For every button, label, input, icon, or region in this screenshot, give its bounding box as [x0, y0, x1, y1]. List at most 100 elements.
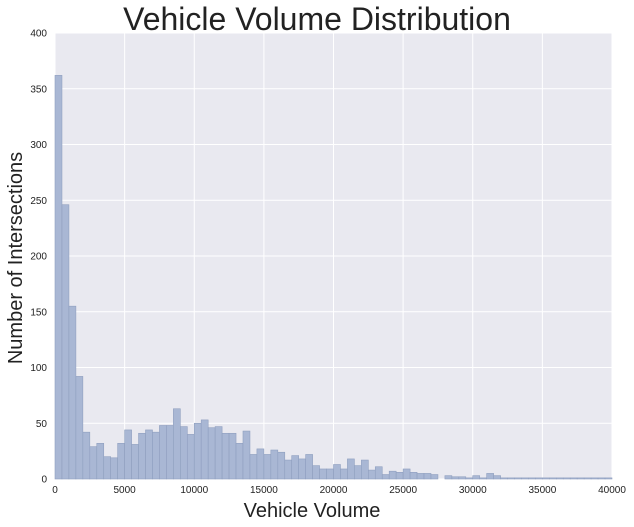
histogram-bar	[61, 204, 70, 480]
histogram-bar	[500, 477, 508, 480]
histogram-bar	[200, 419, 209, 480]
histogram-bar	[576, 477, 585, 480]
histogram-bar	[193, 422, 202, 480]
x-tick-label: 25000	[389, 485, 417, 496]
histogram-bar	[256, 448, 265, 480]
histogram-bar	[521, 477, 529, 480]
x-tick-label: 40000	[598, 485, 626, 496]
histogram-bar	[374, 466, 383, 480]
histogram-bar	[131, 444, 139, 480]
histogram-bar	[395, 472, 404, 480]
x-tick-label: 15000	[250, 485, 278, 496]
histogram-bar	[103, 456, 112, 480]
histogram-bar	[444, 475, 453, 480]
histogram-bar	[604, 477, 613, 480]
y-axis-ticks: 0 50 100 150 200 250 300 350 400	[30, 29, 47, 486]
histogram-bar	[124, 429, 132, 480]
histogram-bar	[152, 431, 160, 480]
x-tick-label: 0	[52, 485, 58, 496]
histogram-bar	[145, 429, 153, 480]
histogram-bar	[423, 473, 432, 480]
histogram-bar	[291, 455, 299, 480]
y-tick-label: 200	[30, 252, 47, 263]
histogram-bars	[54, 75, 613, 480]
histogram-bar	[493, 475, 501, 480]
x-tick-label: 35000	[528, 485, 556, 496]
histogram-bar	[117, 443, 125, 480]
histogram-bar	[166, 425, 174, 480]
y-tick-label: 150	[30, 307, 47, 318]
y-tick-label: 400	[30, 29, 47, 40]
histogram-bar	[409, 472, 418, 480]
histogram-bar	[270, 449, 279, 480]
histogram-bar	[535, 477, 543, 480]
histogram-bar	[305, 454, 313, 480]
x-tick-label: 20000	[320, 485, 348, 496]
histogram-bar	[402, 468, 411, 480]
histogram-bar	[235, 443, 244, 480]
x-axis-ticks: 0 5000 10000 15000 20000 25000 30000 35000 40000	[52, 485, 626, 496]
histogram-bar	[514, 477, 522, 480]
x-tick-label: 30000	[459, 485, 487, 496]
histogram-bar	[368, 469, 376, 480]
histogram-bar	[451, 476, 460, 480]
histogram-bar	[569, 477, 578, 480]
histogram-bar	[472, 475, 481, 480]
histogram-bar	[528, 477, 536, 480]
histogram-bar	[186, 434, 195, 480]
histogram-bar	[361, 459, 369, 480]
histogram-bar	[381, 474, 390, 480]
histogram-bar	[549, 477, 557, 480]
x-axis-label: Vehicle Volume	[244, 500, 381, 522]
histogram-bar	[138, 432, 146, 480]
y-axis-label: Number of Intersections	[5, 152, 27, 364]
histogram-bar	[228, 432, 237, 480]
histogram-bar	[173, 408, 181, 480]
histogram-bar	[284, 459, 293, 480]
histogram-bar	[96, 443, 105, 480]
histogram-bar	[207, 427, 216, 480]
histogram-bar	[180, 426, 188, 480]
histogram-bar	[555, 477, 564, 480]
histogram-bar	[416, 473, 425, 480]
histogram-bar	[354, 465, 362, 480]
histogram-bar	[249, 454, 258, 480]
histogram-bar	[298, 458, 306, 480]
y-tick-label: 100	[30, 363, 47, 374]
histogram-bar	[214, 426, 223, 480]
x-tick-label: 5000	[114, 485, 137, 496]
histogram-bar	[590, 477, 599, 480]
histogram-bar	[326, 468, 334, 480]
histogram-bar	[583, 477, 592, 480]
histogram-bar	[465, 477, 474, 480]
histogram-bar	[347, 458, 355, 480]
histogram-bar	[89, 446, 98, 480]
chart-title: Vehicle Volume Distribution	[123, 1, 511, 37]
histogram-bar	[159, 425, 167, 480]
histogram-bar	[312, 465, 320, 480]
histogram-bar	[110, 457, 118, 480]
histogram-bar	[82, 431, 91, 480]
histogram-bar	[319, 468, 327, 480]
histogram-bar	[597, 477, 606, 480]
y-tick-label: 50	[36, 419, 48, 430]
histogram-bar	[562, 477, 571, 480]
histogram-bar	[340, 468, 348, 480]
x-tick-label: 10000	[180, 485, 208, 496]
histogram-bar	[221, 432, 230, 480]
histogram-bar	[54, 75, 63, 480]
y-tick-label: 250	[30, 196, 47, 207]
histogram-bar	[479, 477, 487, 480]
histogram-bar	[486, 473, 494, 480]
histogram-bar	[75, 376, 84, 480]
histogram-bar	[263, 454, 272, 480]
histogram-bar	[388, 470, 397, 480]
histogram-bar	[333, 464, 341, 480]
histogram-bar	[507, 477, 515, 480]
histogram-bar	[542, 477, 550, 480]
histogram-bar	[68, 305, 77, 480]
y-tick-label: 0	[41, 475, 47, 486]
histogram-bar	[277, 451, 286, 480]
histogram-bar	[458, 476, 467, 480]
